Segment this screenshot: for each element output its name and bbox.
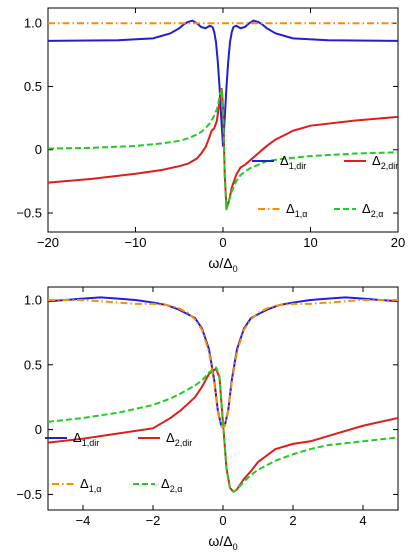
x-tick-label: 2 — [289, 513, 296, 528]
x-axis-label: ω/Δ0 — [208, 255, 237, 274]
y-tick-label: 0.5 — [24, 79, 42, 94]
y-tick-label: −0.5 — [16, 487, 42, 502]
y-tick-label: 0 — [35, 142, 42, 157]
y-tick-label: 1.0 — [24, 16, 42, 31]
legend-label-base: Δ — [372, 153, 381, 168]
legend-label-subscript: 1,α — [295, 209, 308, 219]
y-tick-label: 0.5 — [24, 357, 42, 372]
series-group — [48, 296, 398, 493]
series-line-2 — [48, 366, 398, 493]
legend-label-subscript: 2,dir — [381, 161, 399, 171]
legend-label: Δ2,α — [362, 201, 383, 219]
legend-label: Δ2,dir — [166, 430, 192, 448]
x-tick-label: 20 — [391, 235, 405, 250]
legend-label-base: Δ — [280, 153, 289, 168]
legend-label-subscript: 2,dir — [175, 438, 193, 448]
x-axis-label-base: ω/Δ — [208, 255, 232, 271]
series-line-2dir — [48, 87, 398, 211]
x-tick-label: −2 — [146, 513, 161, 528]
x-axis-label-base: ω/Δ — [208, 533, 232, 549]
plot-frame — [47, 286, 399, 511]
series-line-2 — [48, 87, 398, 211]
legend-label: Δ1,dir — [280, 153, 306, 171]
series-line-1dir — [48, 19, 398, 147]
legend-label-subscript: 2,α — [170, 484, 183, 494]
x-axis-label: ω/Δ0 — [208, 533, 237, 552]
legend-label: Δ1,dir — [73, 430, 99, 448]
legend-label-subscript: 2,α — [371, 209, 384, 219]
legend-label-base: Δ — [166, 430, 175, 445]
legend-label-base: Δ — [73, 430, 82, 445]
series-group — [48, 19, 398, 211]
legend-label-subscript: 1,dir — [82, 438, 100, 448]
x-tick-label: 0 — [219, 513, 226, 528]
legend-label-base: Δ — [161, 476, 170, 491]
y-tick-label: 0 — [35, 422, 42, 437]
legend-label-base: Δ — [80, 476, 89, 491]
x-tick-label: 0 — [219, 235, 226, 250]
legend-label-base: Δ — [362, 201, 371, 216]
x-axis-label-subscript: 0 — [233, 542, 238, 552]
x-tick-label: 10 — [303, 235, 317, 250]
x-tick-label: −4 — [76, 513, 91, 528]
x-tick-label: −20 — [37, 235, 59, 250]
legend-label: Δ2,dir — [372, 153, 398, 171]
legend-label: Δ1,α — [80, 476, 101, 494]
legend-label: Δ1,α — [286, 201, 307, 219]
y-tick-label: −0.5 — [16, 206, 42, 221]
series-line-1dir — [48, 296, 398, 429]
y-tick-label: 1.0 — [24, 292, 42, 307]
x-tick-label: 4 — [359, 513, 366, 528]
x-tick-label: −10 — [124, 235, 146, 250]
legend-label: Δ2,α — [161, 476, 182, 494]
series-line-1 — [48, 298, 398, 429]
legend-label-subscript: 1,dir — [289, 161, 307, 171]
x-axis-label-subscript: 0 — [233, 264, 238, 274]
legend-label-base: Δ — [286, 201, 295, 216]
legend-label-subscript: 1,α — [89, 484, 102, 494]
